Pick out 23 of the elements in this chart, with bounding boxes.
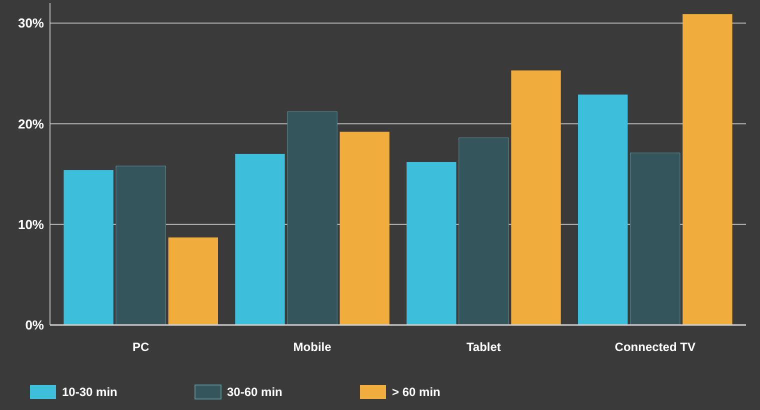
legend-label: 30-60 min [227, 385, 282, 400]
y-tick-label: 30% [18, 16, 44, 31]
legend-label: > 60 min [392, 385, 440, 400]
x-tick-label: PC [132, 340, 150, 354]
bar [116, 166, 166, 326]
y-tick-label: 10% [18, 216, 44, 232]
bar [458, 138, 509, 326]
bar [287, 111, 338, 326]
bar [630, 152, 680, 326]
y-tick-label: 20% [18, 116, 44, 132]
bar [406, 162, 456, 325]
bar [235, 154, 285, 325]
bar [511, 70, 561, 325]
x-tick-label: Tablet [466, 340, 501, 354]
bar [340, 132, 390, 325]
bar [64, 170, 114, 325]
y-tick-label: 0% [25, 318, 44, 333]
legend-label: 10-30 min [62, 385, 118, 400]
x-tick-label: Mobile [293, 340, 332, 354]
bar [682, 14, 732, 325]
x-tick-label: Connected TV [614, 340, 696, 354]
bar [578, 94, 628, 325]
bar [168, 237, 218, 325]
